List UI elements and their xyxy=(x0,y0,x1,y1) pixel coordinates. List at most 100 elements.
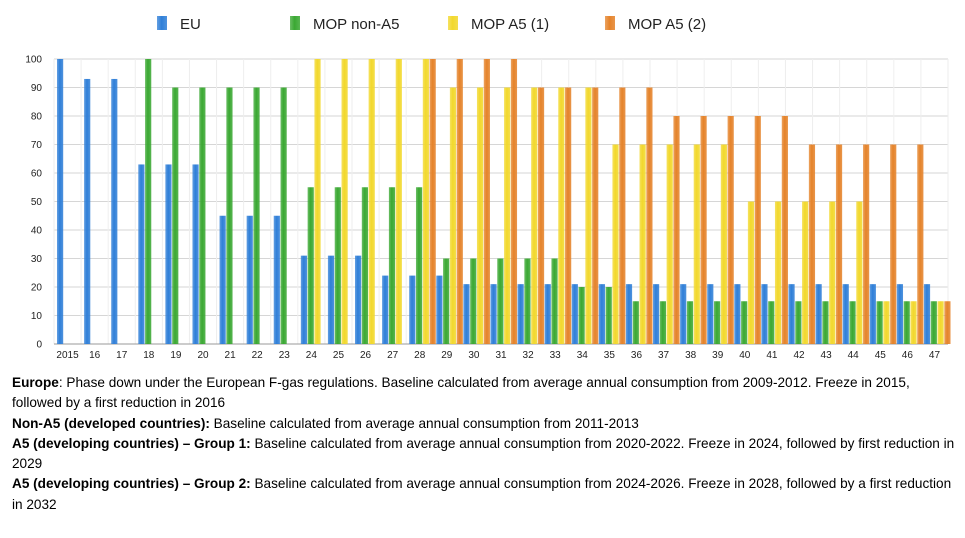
bar xyxy=(693,144,700,344)
bar xyxy=(578,287,585,344)
x-tick-label: 21 xyxy=(225,350,237,361)
bar xyxy=(409,275,416,344)
bar xyxy=(361,187,368,344)
x-tick-label: 33 xyxy=(550,350,562,361)
x-tick-label: 34 xyxy=(577,350,589,361)
x-tick-label: 46 xyxy=(902,350,914,361)
y-tick-label: 100 xyxy=(25,55,42,66)
bar xyxy=(537,87,545,344)
bar xyxy=(896,284,904,344)
x-tick-label: 31 xyxy=(495,350,507,361)
bar xyxy=(632,301,639,344)
bar xyxy=(930,301,937,344)
x-tick-label: 38 xyxy=(685,350,697,361)
bar xyxy=(659,301,666,344)
bar xyxy=(808,144,816,344)
bar xyxy=(111,78,118,344)
bar xyxy=(470,258,477,344)
x-tick-label: 29 xyxy=(441,350,453,361)
legend-swatch xyxy=(448,16,458,30)
bar xyxy=(673,116,680,344)
bar xyxy=(585,87,592,344)
bar xyxy=(910,301,917,344)
bar xyxy=(355,255,362,344)
bar xyxy=(720,144,727,344)
bar xyxy=(463,284,470,344)
bar xyxy=(768,301,775,344)
bar xyxy=(565,87,572,344)
bar xyxy=(246,215,253,344)
bar xyxy=(273,215,280,344)
x-tick-label: 30 xyxy=(468,350,480,361)
bar xyxy=(849,301,856,344)
bar xyxy=(923,284,931,344)
note-a5-group1: A5 (developing countries) – Group 1: Bas… xyxy=(12,435,955,472)
bar xyxy=(415,187,423,344)
bar xyxy=(517,284,524,344)
bar xyxy=(368,59,375,344)
bar xyxy=(544,284,551,344)
bar xyxy=(883,301,890,344)
bar xyxy=(307,187,314,344)
x-tick-label: 42 xyxy=(793,350,805,361)
bar xyxy=(314,59,321,344)
x-tick-label: 20 xyxy=(197,350,209,361)
bar xyxy=(612,144,619,344)
bar xyxy=(944,301,951,344)
x-tick-label: 27 xyxy=(387,350,399,361)
x-tick-label: 18 xyxy=(143,350,155,361)
bar xyxy=(504,87,511,344)
x-tick-label: 32 xyxy=(523,350,535,361)
bar xyxy=(781,116,788,344)
bar xyxy=(456,59,463,344)
bar xyxy=(605,287,612,344)
bar xyxy=(619,87,626,344)
bar xyxy=(666,144,673,344)
x-tick-label: 45 xyxy=(875,350,887,361)
bar xyxy=(571,284,578,344)
bar xyxy=(856,201,863,344)
x-tick-label: 26 xyxy=(360,350,372,361)
bar xyxy=(734,284,741,344)
legend-label: EU xyxy=(180,16,201,33)
bar xyxy=(774,201,782,344)
bar xyxy=(876,301,883,344)
bar xyxy=(835,144,843,344)
bar xyxy=(341,59,348,344)
x-tick-label: 37 xyxy=(658,350,670,361)
bar xyxy=(592,87,599,344)
bar xyxy=(558,87,565,344)
bar xyxy=(192,164,199,344)
bar xyxy=(490,284,497,344)
legend-swatch xyxy=(290,16,300,30)
bar xyxy=(327,255,335,344)
x-tick-label: 44 xyxy=(848,350,860,361)
bar xyxy=(172,87,179,344)
bar xyxy=(199,87,206,344)
x-tick-label: 17 xyxy=(116,350,128,361)
bar xyxy=(300,255,308,344)
y-tick-label: 30 xyxy=(31,254,43,265)
x-tick-label: 19 xyxy=(170,350,182,361)
y-tick-label: 80 xyxy=(31,112,43,123)
y-tick-label: 70 xyxy=(31,140,43,151)
x-tick-label: 24 xyxy=(306,350,318,361)
bar xyxy=(625,284,633,344)
bar xyxy=(524,258,531,344)
phase-down-chart: 0 10 20 30 40 50 60 70 80 90 100 2015 16 17 18 19 20 21 22… xyxy=(25,16,951,361)
bar xyxy=(686,301,694,344)
bar xyxy=(639,144,646,344)
bar xyxy=(646,87,653,344)
bar xyxy=(138,164,145,344)
bar xyxy=(226,87,233,344)
bar xyxy=(869,284,876,344)
bar xyxy=(165,164,172,344)
x-tick-label: 22 xyxy=(252,350,264,361)
x-tick-label: 40 xyxy=(739,350,751,361)
note-europe: Europe: Phase down under the European F-… xyxy=(12,375,910,411)
y-tick-label: 10 xyxy=(31,311,43,322)
y-tick-label: 50 xyxy=(31,197,43,208)
bar xyxy=(436,275,443,344)
x-tick-label: 36 xyxy=(631,350,643,361)
bar xyxy=(395,59,402,344)
